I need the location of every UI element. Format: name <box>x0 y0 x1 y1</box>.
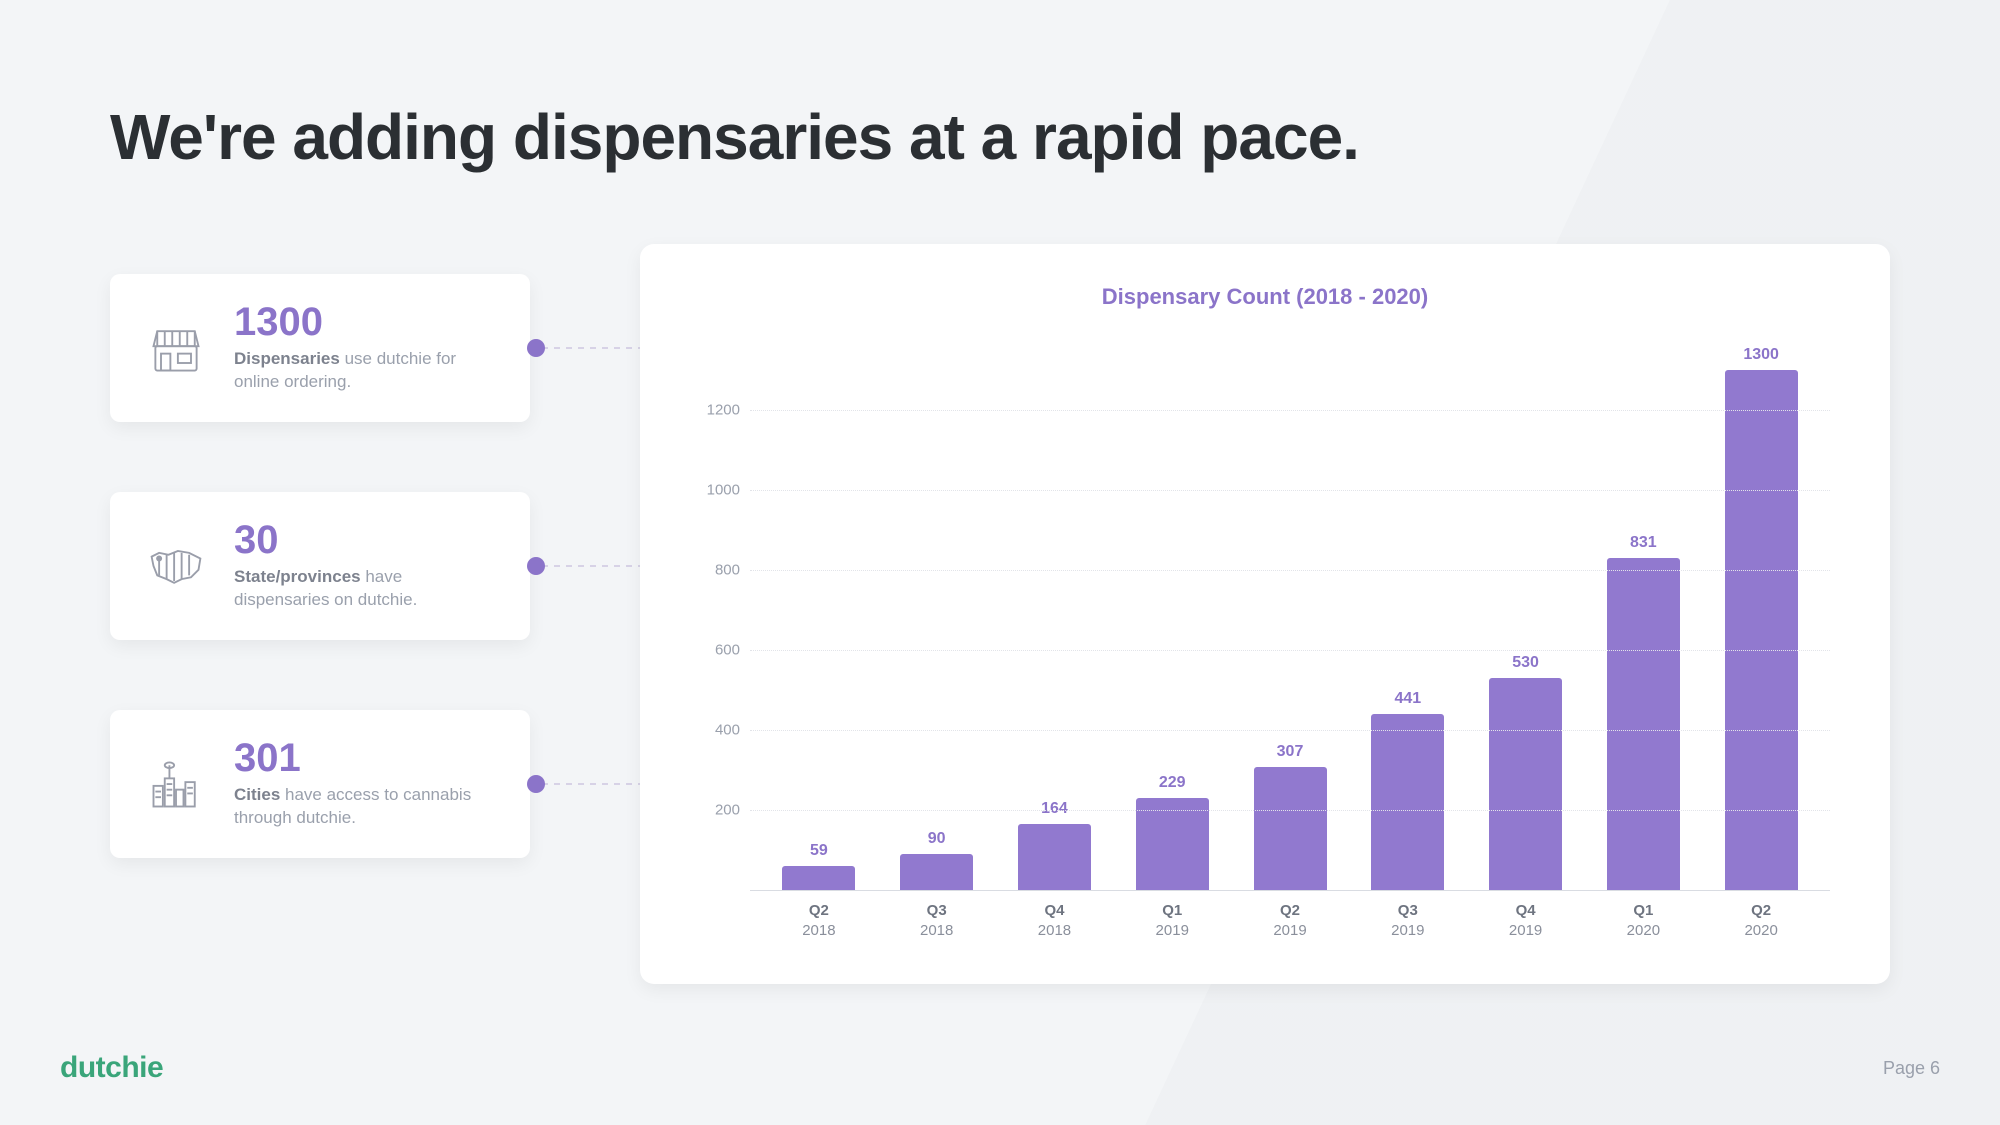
stat-value: 301 <box>234 738 496 778</box>
footer: dutchie Page 6 <box>60 1051 1940 1085</box>
x-tick-label: Q12020 <box>1584 901 1702 940</box>
x-tick-label: Q22019 <box>1231 901 1349 940</box>
connector-line <box>530 347 650 349</box>
bar <box>1371 714 1444 890</box>
bar <box>1489 678 1562 890</box>
x-tick-label: Q22018 <box>760 901 878 940</box>
stat-label-bold: Cities <box>234 785 280 804</box>
stat-card-dispensaries: 1300 Dispensaries use dutchie for online… <box>110 274 530 422</box>
grid-line <box>750 490 1830 491</box>
connector-dot <box>527 557 545 575</box>
y-tick-label: 1200 <box>695 402 740 419</box>
bar-value-label: 831 <box>1630 534 1657 552</box>
page-title: We're adding dispensaries at a rapid pac… <box>110 100 1890 174</box>
bar-value-label: 90 <box>928 830 946 848</box>
stat-label-bold: State/provinces <box>234 567 361 586</box>
x-tick-label: Q42018 <box>996 901 1114 940</box>
x-axis: Q22018Q32018Q42018Q12019Q22019Q32019Q420… <box>750 890 1830 940</box>
stat-card-body: 30 State/provinces have dispensaries on … <box>234 520 496 612</box>
bar-wrap: 229 <box>1113 330 1231 890</box>
brand-logo: dutchie <box>60 1051 163 1085</box>
bar-wrap: 307 <box>1231 330 1349 890</box>
bar <box>782 866 855 890</box>
grid-line <box>750 410 1830 411</box>
slide: We're adding dispensaries at a rapid pac… <box>0 0 2000 1125</box>
bar <box>1607 558 1680 890</box>
bar <box>900 854 973 890</box>
y-tick-label: 1000 <box>695 482 740 499</box>
bar-wrap: 1300 <box>1702 330 1820 890</box>
bar <box>1136 798 1209 890</box>
y-tick-label: 600 <box>695 642 740 659</box>
y-tick-label: 200 <box>695 802 740 819</box>
stat-label: State/provinces have dispensaries on dut… <box>234 566 496 612</box>
x-tick-label: Q12019 <box>1113 901 1231 940</box>
connector-line <box>530 783 650 785</box>
bars-container: 59 90 164 229 307 441 530 831 1300 <box>750 330 1830 890</box>
bar-wrap: 530 <box>1467 330 1585 890</box>
grid-line <box>750 570 1830 571</box>
bar-wrap: 441 <box>1349 330 1467 890</box>
chart-panel: Dispensary Count (2018 - 2020) 59 90 164 22… <box>640 244 1890 984</box>
stat-card-cities: 301 Cities have access to cannabis throu… <box>110 710 530 858</box>
bar-wrap: 831 <box>1584 330 1702 890</box>
x-tick-label: Q32019 <box>1349 901 1467 940</box>
chart-plot-area: 59901642293074415308311300 2004006008001… <box>750 330 1830 890</box>
bar-value-label: 441 <box>1394 690 1421 708</box>
bar <box>1018 824 1091 890</box>
y-tick-label: 800 <box>695 562 740 579</box>
stat-card-body: 301 Cities have access to cannabis throu… <box>234 738 496 830</box>
stat-cards: 1300 Dispensaries use dutchie for online… <box>110 244 530 858</box>
usa-map-icon <box>144 534 208 598</box>
grid-line <box>750 650 1830 651</box>
bar-value-label: 530 <box>1512 654 1539 672</box>
stat-value: 1300 <box>234 302 496 342</box>
bar-value-label: 59 <box>810 842 828 860</box>
storefront-icon <box>144 316 208 380</box>
y-tick-label: 400 <box>695 722 740 739</box>
bar <box>1254 767 1327 890</box>
bar <box>1725 370 1798 890</box>
stat-card-body: 1300 Dispensaries use dutchie for online… <box>234 302 496 394</box>
bar-value-label: 307 <box>1277 743 1304 761</box>
stat-value: 30 <box>234 520 496 560</box>
chart-title: Dispensary Count (2018 - 2020) <box>690 284 1840 310</box>
bar-wrap: 164 <box>996 330 1114 890</box>
x-tick-label: Q22020 <box>1702 901 1820 940</box>
bar-wrap: 59 <box>760 330 878 890</box>
x-tick-label: Q32018 <box>878 901 996 940</box>
connector-line <box>530 565 650 567</box>
stat-label-bold: Dispensaries <box>234 349 340 368</box>
grid-line <box>750 730 1830 731</box>
stat-label: Dispensaries use dutchie for online orde… <box>234 348 496 394</box>
bar-wrap: 90 <box>878 330 996 890</box>
connector-dot <box>527 339 545 357</box>
x-tick-label: Q42019 <box>1467 901 1585 940</box>
stat-card-states: 30 State/provinces have dispensaries on … <box>110 492 530 640</box>
connector-dot <box>527 775 545 793</box>
city-skyline-icon <box>144 752 208 816</box>
content-row: 1300 Dispensaries use dutchie for online… <box>110 244 1890 984</box>
page-number: Page 6 <box>1883 1058 1940 1079</box>
grid-line <box>750 810 1830 811</box>
stat-label: Cities have access to cannabis through d… <box>234 784 496 830</box>
bar-value-label: 229 <box>1159 774 1186 792</box>
bar-value-label: 1300 <box>1743 346 1779 364</box>
